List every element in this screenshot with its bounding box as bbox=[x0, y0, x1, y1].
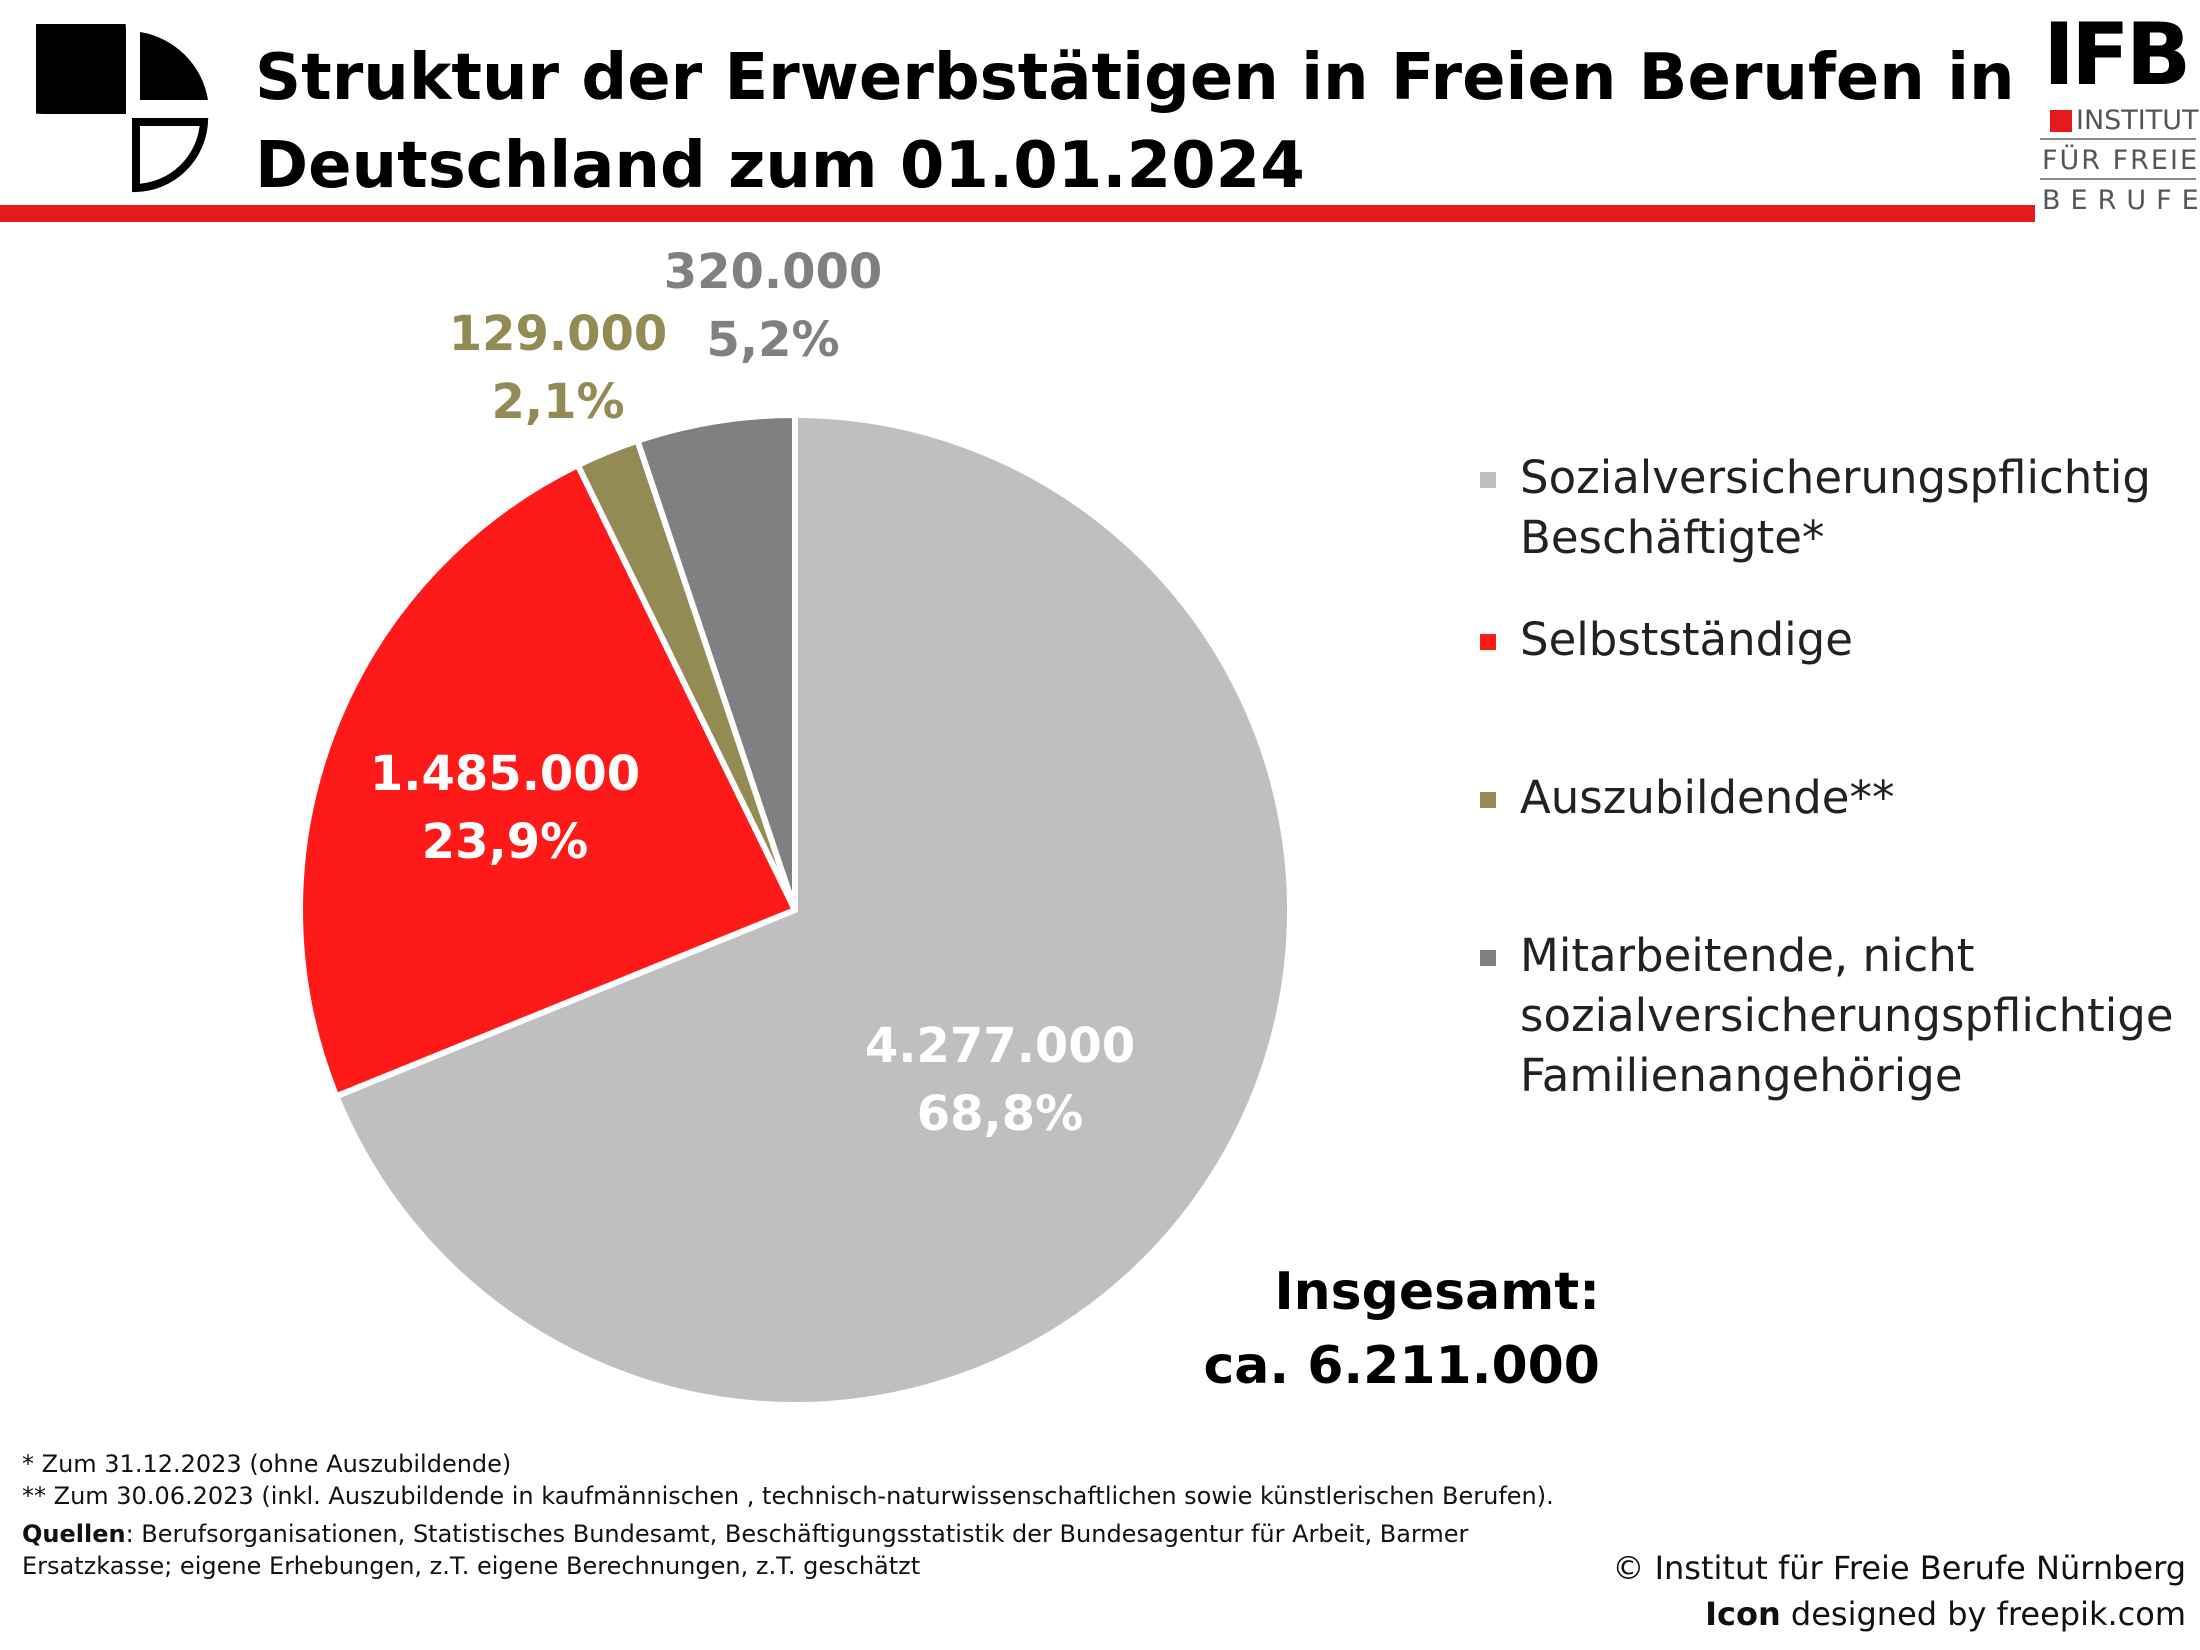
credits: © Institut für Freie Berufe Nürnberg Ico… bbox=[1612, 1545, 2186, 1637]
legend-label-line: Mitarbeitende, nicht bbox=[1520, 929, 1975, 982]
legend-label-line: Sozialversicherungspflichtig bbox=[1520, 451, 2151, 504]
ifb-logo-square bbox=[2050, 110, 2072, 132]
legend-label-line: Auszubildende** bbox=[1520, 771, 1895, 824]
slice-value-label: 1.485.000 bbox=[370, 746, 640, 802]
ifb-logo-line-2: FÜR FREIE bbox=[2042, 145, 2200, 176]
legend-label-line: Familienangehörige bbox=[1520, 1049, 1963, 1102]
legend-label-line: Selbstständige bbox=[1520, 613, 1853, 666]
legend-label: Auszubildende** bbox=[1520, 768, 2200, 828]
legend-label-line: Beschäftigte* bbox=[1520, 511, 1825, 564]
legend-swatch bbox=[1480, 950, 1496, 966]
sources: Quellen: Berufsorganisationen, Statistis… bbox=[22, 1518, 1672, 1582]
copyright-notice: © Institut für Freie Berufe Nürnberg bbox=[1612, 1549, 2186, 1587]
total-value: ca. 6.211.000 bbox=[1203, 1336, 1600, 1396]
ifb-logo-line-1: INSTITUT bbox=[2076, 105, 2199, 136]
ifb-logo-rule bbox=[2040, 178, 2196, 180]
legend-label: Mitarbeitende, nicht sozialversicherungsp… bbox=[1520, 926, 2200, 1106]
title-line-2: Deutschland zum 01.01.2024 bbox=[255, 129, 1305, 203]
ifb-logo-mark: IFB bbox=[2043, 5, 2191, 105]
icon-credit-label: Icon bbox=[1705, 1595, 1781, 1633]
pie-slice-2 bbox=[297, 462, 798, 1100]
sources-text-1: : Berufsorganisationen, Statistisches Bu… bbox=[125, 1520, 1469, 1548]
slice-value-label: 320.000 bbox=[664, 244, 883, 300]
legend-label-line: sozialversicherungspflichtige bbox=[1520, 989, 2174, 1042]
legend-swatch bbox=[1480, 472, 1496, 488]
footnote-2: ** Zum 30.06.2023 (inkl. Auszubildende i… bbox=[22, 1482, 1554, 1510]
total-label: Insgesamt: bbox=[1274, 1262, 1600, 1322]
ifb-logo-rule bbox=[2040, 138, 2196, 140]
freie-berufe-logo-icon bbox=[36, 24, 209, 193]
pie-slice-1 bbox=[333, 412, 1293, 1408]
slice-percent-label: 5,2% bbox=[706, 312, 839, 368]
sources-text-2: Ersatzkasse; eigene Erhebungen, z.T. eig… bbox=[22, 1552, 921, 1580]
legend-label: Sozialversicherungspflichtig Beschäftigte… bbox=[1520, 448, 2200, 568]
page-title: Struktur der Erwerbstätigen in Freien Be… bbox=[255, 34, 2015, 210]
total-summary: Insgesamt: ca. 6.211.000 bbox=[1100, 1255, 1600, 1403]
footnote-1: * Zum 31.12.2023 (ohne Auszubildende) bbox=[22, 1450, 512, 1478]
ifb-logo-line-3: BERUFE bbox=[2042, 185, 2200, 216]
legend-label: Selbstständige bbox=[1520, 610, 2200, 670]
ifb-logo: IFB INSTITUT FÜR FREIE BERUFE bbox=[2038, 5, 2200, 225]
sources-label: Quellen bbox=[22, 1520, 126, 1548]
slice-value-label: 4.277.000 bbox=[865, 1018, 1135, 1074]
slice-percent-label: 23,9% bbox=[422, 814, 589, 870]
header-divider bbox=[0, 205, 2035, 222]
legend-swatch bbox=[1480, 792, 1496, 808]
footnotes: * Zum 31.12.2023 (ohne Auszubildende) **… bbox=[22, 1448, 1672, 1582]
title-line-1: Struktur der Erwerbstätigen in Freien Be… bbox=[255, 41, 2015, 115]
legend-swatch bbox=[1480, 634, 1496, 650]
pie-slice-4 bbox=[634, 412, 798, 913]
slice-percent-label: 2,1% bbox=[491, 374, 624, 430]
icon-credit-text: designed by freepik.com bbox=[1780, 1595, 2186, 1633]
slice-value-label: 129.000 bbox=[449, 306, 668, 362]
slice-percent-label: 68,8% bbox=[917, 1086, 1084, 1142]
